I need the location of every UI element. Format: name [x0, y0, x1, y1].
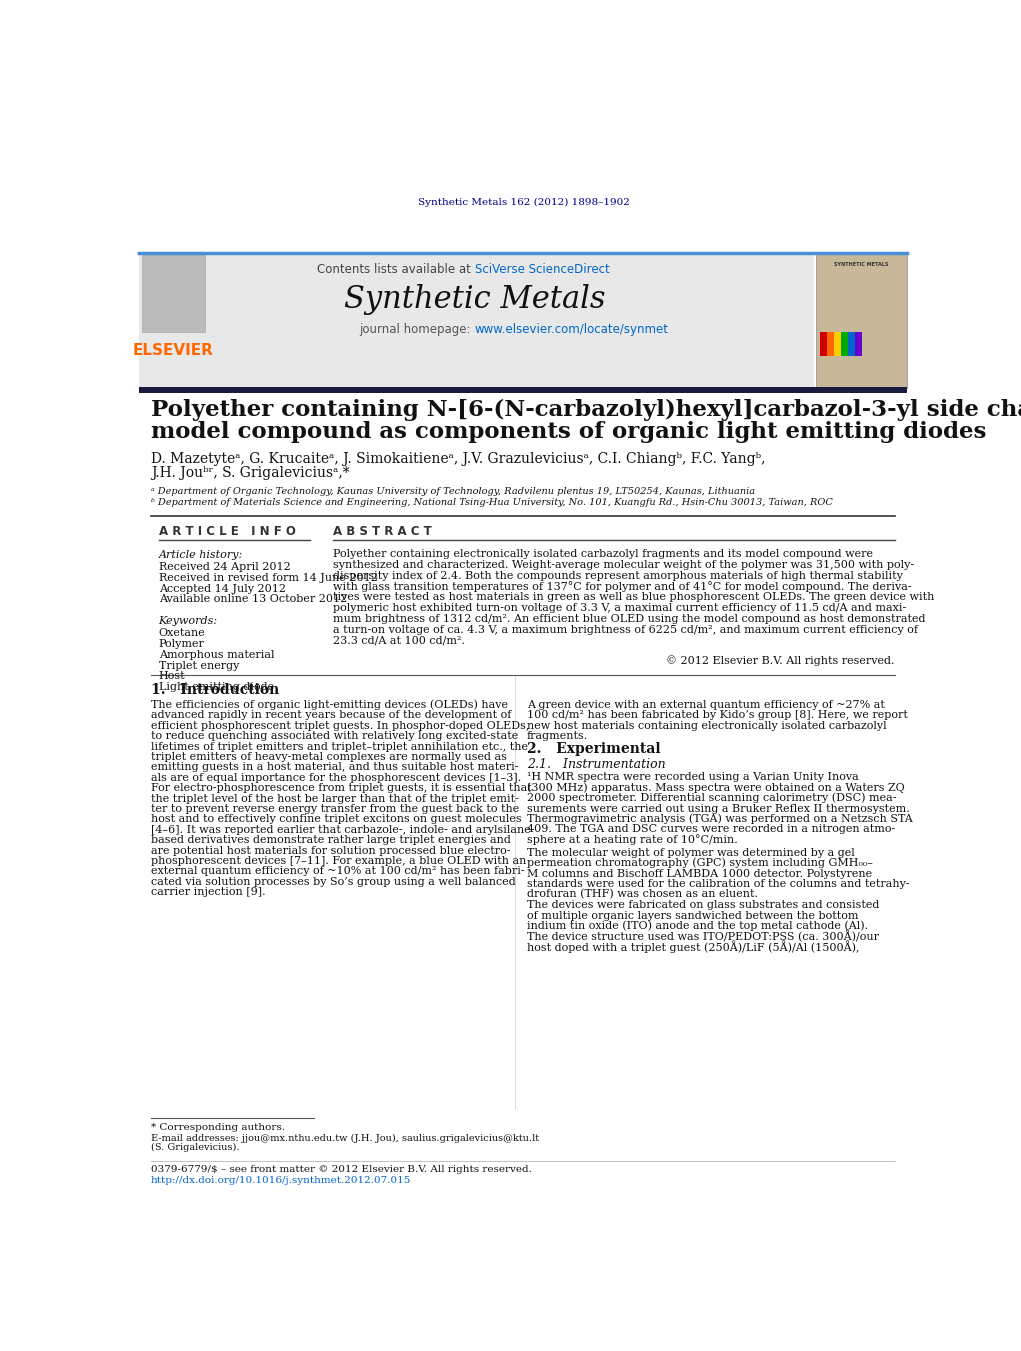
Text: Contents lists available at: Contents lists available at: [318, 263, 475, 277]
Text: based derivatives demonstrate rather large triplet energies and: based derivatives demonstrate rather lar…: [151, 835, 510, 846]
Text: Accepted 14 July 2012: Accepted 14 July 2012: [158, 584, 286, 593]
Text: A B S T R A C T: A B S T R A C T: [333, 526, 432, 538]
Text: [4–6]. It was reported earlier that carbazole-, indole- and arylsilane-: [4–6]. It was reported earlier that carb…: [151, 824, 534, 835]
FancyBboxPatch shape: [834, 331, 840, 357]
Text: cated via solution processes by So’s group using a well balanced: cated via solution processes by So’s gro…: [151, 877, 516, 886]
Text: advanced rapidly in recent years because of the development of: advanced rapidly in recent years because…: [151, 711, 512, 720]
Text: model compound as components of organic light emitting diodes: model compound as components of organic …: [151, 420, 986, 443]
Text: the triplet level of the host be larger than that of the triplet emit-: the triplet level of the host be larger …: [151, 793, 519, 804]
Text: journal homepage:: journal homepage:: [359, 323, 475, 336]
Text: to reduce quenching associated with relatively long excited-state: to reduce quenching associated with rela…: [151, 731, 518, 742]
Text: (300 MHz) apparatus. Mass spectra were obtained on a Waters ZQ: (300 MHz) apparatus. Mass spectra were o…: [527, 782, 905, 793]
Text: 2.1.   Instrumentation: 2.1. Instrumentation: [527, 758, 666, 771]
FancyBboxPatch shape: [820, 331, 827, 357]
Text: synthesized and characterized. Weight-average molecular weight of the polymer wa: synthesized and characterized. Weight-av…: [333, 559, 914, 570]
Text: carrier injection [9].: carrier injection [9].: [151, 888, 265, 897]
Text: ter to prevent reverse energy transfer from the guest back to the: ter to prevent reverse energy transfer f…: [151, 804, 519, 813]
Text: Amorphous material: Amorphous material: [158, 650, 274, 659]
Text: Received in revised form 14 June 2012: Received in revised form 14 June 2012: [158, 573, 378, 582]
Text: The efficiencies of organic light-emitting devices (OLEDs) have: The efficiencies of organic light-emitti…: [151, 700, 507, 711]
Text: 23.3 cd/A at 100 cd/m².: 23.3 cd/A at 100 cd/m².: [333, 635, 465, 646]
Text: standards were used for the calibration of the columns and tetrahy-: standards were used for the calibration …: [527, 880, 910, 889]
Text: © 2012 Elsevier B.V. All rights reserved.: © 2012 Elsevier B.V. All rights reserved…: [667, 655, 894, 666]
Text: For electro-phosphorescence from triplet guests, it is essential that: For electro-phosphorescence from triplet…: [151, 784, 532, 793]
Text: ELSEVIER: ELSEVIER: [133, 343, 213, 358]
Text: sphere at a heating rate of 10°C/min.: sphere at a heating rate of 10°C/min.: [527, 835, 737, 846]
Text: www.elsevier.com/locate/synmet: www.elsevier.com/locate/synmet: [475, 323, 669, 336]
Text: 100 cd/m² has been fabricated by Kido’s group [8]. Here, we report: 100 cd/m² has been fabricated by Kido’s …: [527, 711, 908, 720]
Text: (S. Grigalevicius).: (S. Grigalevicius).: [151, 1143, 239, 1152]
Text: host and to effectively confine triplet excitons on guest molecules: host and to effectively confine triplet …: [151, 815, 522, 824]
Text: Polyether containing N-[6-(N-carbazolyl)hexyl]carbazol-3-yl side chains and its: Polyether containing N-[6-(N-carbazolyl)…: [151, 399, 1021, 422]
Text: M columns and Bischoff LAMBDA 1000 detector. Polystyrene: M columns and Bischoff LAMBDA 1000 detec…: [527, 869, 872, 878]
Text: ¹H NMR spectra were recorded using a Varian Unity Inova: ¹H NMR spectra were recorded using a Var…: [527, 773, 859, 782]
Text: of multiple organic layers sandwiched between the bottom: of multiple organic layers sandwiched be…: [527, 911, 859, 920]
FancyBboxPatch shape: [855, 331, 862, 357]
Text: The devices were fabricated on glass substrates and consisted: The devices were fabricated on glass sub…: [527, 900, 879, 911]
Text: als are of equal importance for the phosphorescent devices [1–3].: als are of equal importance for the phos…: [151, 773, 521, 782]
FancyBboxPatch shape: [139, 254, 814, 386]
Text: * Corresponding authors.: * Corresponding authors.: [151, 1123, 285, 1132]
FancyBboxPatch shape: [139, 386, 907, 393]
FancyBboxPatch shape: [816, 253, 907, 388]
Text: mum brightness of 1312 cd/m². An efficient blue OLED using the model compound as: mum brightness of 1312 cd/m². An efficie…: [333, 613, 925, 624]
Text: drofuran (THF) was chosen as an eluent.: drofuran (THF) was chosen as an eluent.: [527, 889, 758, 900]
Text: tives were tested as host materials in green as well as blue phosphorescent OLED: tives were tested as host materials in g…: [333, 592, 934, 603]
Text: A R T I C L E   I N F O: A R T I C L E I N F O: [158, 526, 295, 538]
Text: 0379-6779/$ – see front matter © 2012 Elsevier B.V. All rights reserved.: 0379-6779/$ – see front matter © 2012 El…: [151, 1165, 532, 1174]
Text: The molecular weight of polymer was determined by a gel: The molecular weight of polymer was dete…: [527, 848, 855, 858]
Text: Keywords:: Keywords:: [158, 616, 217, 626]
Text: host doped with a triplet guest (250Å)/LiF (5Å)/Al (1500Å),: host doped with a triplet guest (250Å)/L…: [527, 940, 860, 954]
Text: D. Mazetyteᵃ, G. Krucaiteᵃ, J. Simokaitieneᵃ, J.V. Grazuleviciusᵃ, C.I. Chiangᵇ,: D. Mazetyteᵃ, G. Krucaiteᵃ, J. Simokaiti…: [151, 453, 766, 466]
Text: ᵃ Department of Organic Technology, Kaunas University of Technology, Radvilenu p: ᵃ Department of Organic Technology, Kaun…: [151, 488, 755, 496]
Text: Article history:: Article history:: [158, 550, 243, 559]
Text: J.H. Jouᵇʳ, S. Grigaleviciusᵃ,*: J.H. Jouᵇʳ, S. Grigaleviciusᵃ,*: [151, 466, 349, 480]
Text: with glass transition temperatures of 137°C for polymer and of 41°C for model co: with glass transition temperatures of 13…: [333, 581, 912, 592]
Text: 409. The TGA and DSC curves were recorded in a nitrogen atmo-: 409. The TGA and DSC curves were recorde…: [527, 824, 895, 835]
Text: E-mail addresses: jjou@mx.nthu.edu.tw (J.H. Jou), saulius.grigalevicius@ktu.lt: E-mail addresses: jjou@mx.nthu.edu.tw (J…: [151, 1133, 539, 1143]
Text: external quantum efficiency of ~10% at 100 cd/m² has been fabri-: external quantum efficiency of ~10% at 1…: [151, 866, 525, 877]
Text: surements were carried out using a Bruker Reflex II thermosystem.: surements were carried out using a Bruke…: [527, 804, 910, 813]
Text: Host: Host: [158, 671, 185, 681]
Text: The device structure used was ITO/PEDOT:PSS (ca. 300Å)/our: The device structure used was ITO/PEDOT:…: [527, 929, 879, 943]
Text: 2000 spectrometer. Differential scanning calorimetry (DSC) mea-: 2000 spectrometer. Differential scanning…: [527, 793, 896, 804]
Text: Received 24 April 2012: Received 24 April 2012: [158, 562, 290, 571]
Text: triplet emitters of heavy-metal complexes are normally used as: triplet emitters of heavy-metal complexe…: [151, 753, 506, 762]
Text: indium tin oxide (ITO) anode and the top metal cathode (Al).: indium tin oxide (ITO) anode and the top…: [527, 920, 868, 931]
Text: Synthetic Metals 162 (2012) 1898–1902: Synthetic Metals 162 (2012) 1898–1902: [418, 197, 630, 207]
Text: 1.   Introduction: 1. Introduction: [151, 684, 279, 697]
Text: lifetimes of triplet emitters and triplet–triplet annihilation etc., the: lifetimes of triplet emitters and triple…: [151, 742, 528, 751]
FancyBboxPatch shape: [840, 331, 847, 357]
Text: Synthetic Metals: Synthetic Metals: [344, 284, 605, 315]
FancyBboxPatch shape: [827, 331, 834, 357]
Text: Light emitting diode: Light emitting diode: [158, 682, 274, 692]
Text: SYNTHETIC METALS: SYNTHETIC METALS: [833, 262, 888, 267]
Text: permeation chromatography (GPC) system including GMH₀₀–: permeation chromatography (GPC) system i…: [527, 858, 873, 869]
FancyBboxPatch shape: [847, 331, 855, 357]
Text: SciVerse ScienceDirect: SciVerse ScienceDirect: [475, 263, 610, 277]
Text: a turn-on voltage of ca. 4.3 V, a maximum brightness of 6225 cd/m², and maximum : a turn-on voltage of ca. 4.3 V, a maximu…: [333, 624, 918, 635]
Text: http://dx.doi.org/10.1016/j.synthmet.2012.07.015: http://dx.doi.org/10.1016/j.synthmet.201…: [151, 1175, 411, 1185]
Text: Available online 13 October 2012: Available online 13 October 2012: [158, 594, 347, 604]
Text: emitting guests in a host material, and thus suitable host materi-: emitting guests in a host material, and …: [151, 762, 519, 773]
Text: 2.   Experimental: 2. Experimental: [527, 742, 661, 755]
Text: Oxetane: Oxetane: [158, 628, 205, 639]
Text: Polymer: Polymer: [158, 639, 204, 648]
Text: fragments.: fragments.: [527, 731, 588, 742]
Text: phosphorescent devices [7–11]. For example, a blue OLED with an: phosphorescent devices [7–11]. For examp…: [151, 857, 526, 866]
Text: A green device with an external quantum efficiency of ~27% at: A green device with an external quantum …: [527, 700, 884, 711]
Text: are potential host materials for solution processed blue electro-: are potential host materials for solutio…: [151, 846, 510, 855]
FancyBboxPatch shape: [142, 254, 205, 331]
Text: ᵇ Department of Materials Science and Engineering, National Tsing-Hua University: ᵇ Department of Materials Science and En…: [151, 499, 833, 507]
Text: Polyether containing electronically isolated carbazolyl fragments and its model : Polyether containing electronically isol…: [333, 549, 873, 559]
Text: efficient phosphorescent triplet guests. In phosphor-doped OLEDs,: efficient phosphorescent triplet guests.…: [151, 721, 529, 731]
Text: Triplet energy: Triplet energy: [158, 661, 239, 670]
Text: dispersity index of 2.4. Both the compounds represent amorphous materials of hig: dispersity index of 2.4. Both the compou…: [333, 570, 903, 581]
Text: new host materials containing electronically isolated carbazolyl: new host materials containing electronic…: [527, 721, 886, 731]
Text: polymeric host exhibited turn-on voltage of 3.3 V, a maximal current efficiency : polymeric host exhibited turn-on voltage…: [333, 603, 907, 613]
Text: Thermogravimetric analysis (TGA) was performed on a Netzsch STA: Thermogravimetric analysis (TGA) was per…: [527, 813, 913, 824]
